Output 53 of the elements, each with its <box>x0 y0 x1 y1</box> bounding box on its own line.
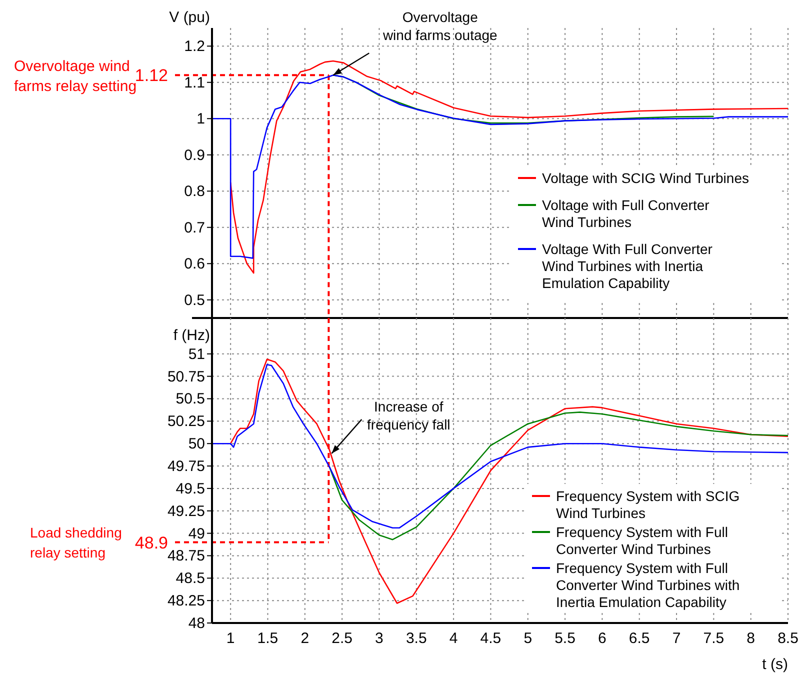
legend-label: Frequency System with Full Converter Wind Turbines with Inertia Emulation Capability <box>556 560 740 610</box>
x-tick-label: 7.5 <box>703 630 724 647</box>
x-tick-label: 1.5 <box>257 630 278 647</box>
x-tick-label: 1 <box>226 630 235 647</box>
y-tick-label: 49 <box>188 525 205 542</box>
x-tick-label: 5 <box>524 630 532 647</box>
y-tick-label: 48.75 <box>167 548 205 565</box>
y-tick-label: 0.6 <box>184 256 205 273</box>
y-axis-title: V (pu) <box>169 9 210 26</box>
legend-label: Voltage with Full Converter Wind Turbines <box>542 197 710 230</box>
annotation: Overvoltage wind farms outage <box>382 9 498 43</box>
annotation: Increase of frequency fall <box>367 398 450 432</box>
legend-label: Voltage With Full Converter Wind Turbines with Inertia Emulation Capability <box>542 241 713 291</box>
legend-label: Voltage with SCIG Wind Turbines <box>542 170 749 186</box>
x-tick-label: 5.5 <box>554 630 576 647</box>
x-tick-label: 8.5 <box>778 630 798 647</box>
x-tick-label: 6.5 <box>628 630 650 647</box>
legend-label: Frequency System with Full Converter Wind Turbines <box>556 524 728 557</box>
y-tick-label: 0.9 <box>184 146 205 164</box>
text: Overvoltage wind farms relay setting <box>14 58 137 96</box>
x-tick-label: 6 <box>598 630 606 647</box>
y-tick-label: 50 <box>188 436 205 453</box>
x-tick-label: 3 <box>375 630 384 647</box>
y-axis-title: f (Hz) <box>173 327 210 344</box>
y-tick-label: 49.25 <box>167 502 205 520</box>
x-tick-label: 8 <box>746 630 756 647</box>
x-tick-label: 2 <box>300 630 310 647</box>
x-tick-label: 3.5 <box>406 630 427 647</box>
y-tick-label: 50.75 <box>167 368 205 386</box>
y-tick-label: 50.25 <box>167 413 205 430</box>
y-tick-label: 51 <box>188 346 205 363</box>
y-tick-label: 48.25 <box>167 592 205 610</box>
y-tick-label: 0.5 <box>184 292 205 309</box>
y-tick-label: 1 <box>196 110 205 128</box>
y-tick-label: 50.5 <box>176 390 205 408</box>
y-tick-label: 48 <box>188 615 205 632</box>
ref-line-label: 48.9 <box>134 533 168 552</box>
x-tick-label: 4 <box>449 630 458 647</box>
x-axis-title: t (s) <box>762 656 788 673</box>
line-series <box>328 412 789 540</box>
y-tick-label: 1.2 <box>184 38 205 56</box>
x-tick-label: 2.5 <box>332 630 352 647</box>
ref-line-label: 1.12 <box>134 66 168 86</box>
y-tick-label: 48.5 <box>176 570 205 588</box>
y-tick-label: 0.7 <box>184 219 205 236</box>
legend-label: Frequency System with SCIG Wind Turbines <box>556 488 740 521</box>
y-tick-label: 1.1 <box>184 74 205 92</box>
y-tick-label: 0.8 <box>184 183 205 200</box>
y-tick-label: 49.5 <box>176 480 205 498</box>
text: Load shedding relay setting <box>30 524 122 560</box>
y-tick-label: 49.75 <box>167 458 205 476</box>
x-tick-label: 4.5 <box>480 630 502 647</box>
x-tick-label: 7 <box>672 630 681 647</box>
